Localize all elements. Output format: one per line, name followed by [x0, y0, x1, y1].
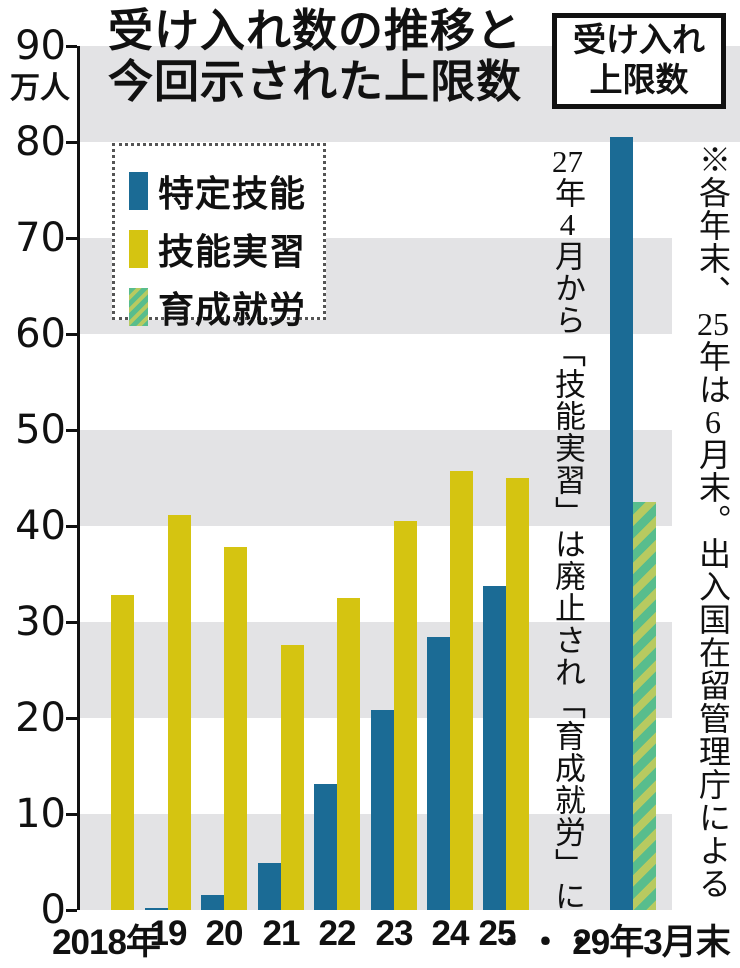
bar-技能実習-23: [394, 521, 417, 910]
annotation-transition-note: 27年4月から「技能実習」は廃止され「育成就労」に: [550, 146, 585, 912]
x-tick-label: 24: [431, 914, 470, 953]
y-tick: [66, 141, 77, 144]
y-tick: [66, 813, 77, 816]
x-tick-label: 22: [318, 914, 357, 953]
y-tick: [66, 45, 77, 48]
chart-title-line2: 今回示された上限数: [108, 56, 523, 107]
bar-特定技能-24: [427, 637, 450, 910]
y-axis-unit-label: 万人: [10, 72, 70, 105]
y-tick-label: 60: [15, 311, 66, 357]
y-tick-label: 30: [15, 599, 66, 645]
bar-技能実習-21: [281, 645, 304, 910]
legend-label-tokutei: 特定技能: [158, 173, 307, 214]
chart-title: 受け入れ数の推移と 今回示された上限数: [108, 5, 522, 107]
y-tick-label: 70: [15, 215, 66, 261]
bar-技能実習-25: [506, 478, 529, 910]
y-tick-label: 80: [15, 119, 66, 165]
legend-label-ikusei: 育成就労: [158, 289, 307, 330]
upper-limit-line2: 上限数: [589, 61, 689, 98]
legend-item-jisshu: 技能実習: [129, 223, 306, 275]
bar-技能実習-20: [224, 547, 247, 910]
bar-特定技能-21: [258, 863, 281, 910]
bar-特定技能-25: [483, 586, 506, 910]
y-tick: [66, 333, 77, 336]
annotation-source-note: ※各年末、25年は6月末。出入国在留管理庁による: [695, 143, 731, 900]
y-tick: [66, 909, 77, 912]
x-tick-label: 19: [149, 914, 188, 953]
bar-技能実習-2018年: [111, 595, 134, 910]
bar-特定技能-22: [314, 784, 337, 910]
y-tick-label: 0: [40, 887, 66, 933]
y-tick-label: 20: [15, 695, 66, 741]
legend-swatch-green-hatch: [129, 288, 148, 326]
y-tick: [66, 237, 77, 240]
y-tick-label: 40: [15, 503, 66, 549]
y-tick: [66, 621, 77, 624]
y-tick: [66, 429, 77, 432]
x-tick-label: 21: [262, 914, 301, 953]
bar-特定技能-20: [201, 895, 224, 910]
upper-limit-label-box: 受け入れ 上限数: [552, 13, 726, 109]
x-tick-label: 25: [478, 914, 517, 953]
x-tick-label: 20: [205, 914, 244, 953]
legend-box: 特定技能 技能実習 育成就労: [112, 143, 326, 330]
background-band: [78, 430, 672, 526]
bar-特定技能-29年3月末: [610, 137, 633, 910]
x-tick-label: 2018年: [52, 923, 161, 962]
y-tick-label: 90: [15, 23, 66, 69]
legend-item-ikusei: 育成就労: [129, 281, 306, 333]
y-tick: [66, 525, 77, 528]
y-tick: [66, 717, 77, 720]
y-axis-line: [77, 46, 80, 910]
x-tick-label: ・・・: [493, 923, 597, 962]
chart-title-line1: 受け入れ数の推移と: [108, 5, 523, 56]
x-tick-label: 29年3月末: [572, 923, 730, 962]
legend-item-tokutei: 特定技能: [129, 165, 306, 217]
legend-swatch-yellow: [129, 230, 148, 268]
bar-特定技能-19: [145, 908, 168, 910]
bar-技能実習-24: [450, 471, 473, 910]
x-tick-label: 23: [375, 914, 414, 953]
legend-label-jisshu: 技能実習: [158, 231, 307, 272]
bar-特定技能-23: [371, 710, 394, 910]
bar-技能実習-19: [168, 515, 191, 910]
bar-技能実習-22: [337, 598, 360, 910]
bar-育成就労-29年3月末: [633, 502, 656, 910]
y-tick-label: 10: [15, 791, 66, 837]
upper-limit-line1: 受け入れ: [573, 21, 705, 58]
legend-swatch-blue: [129, 172, 148, 210]
y-tick-label: 50: [15, 407, 66, 453]
